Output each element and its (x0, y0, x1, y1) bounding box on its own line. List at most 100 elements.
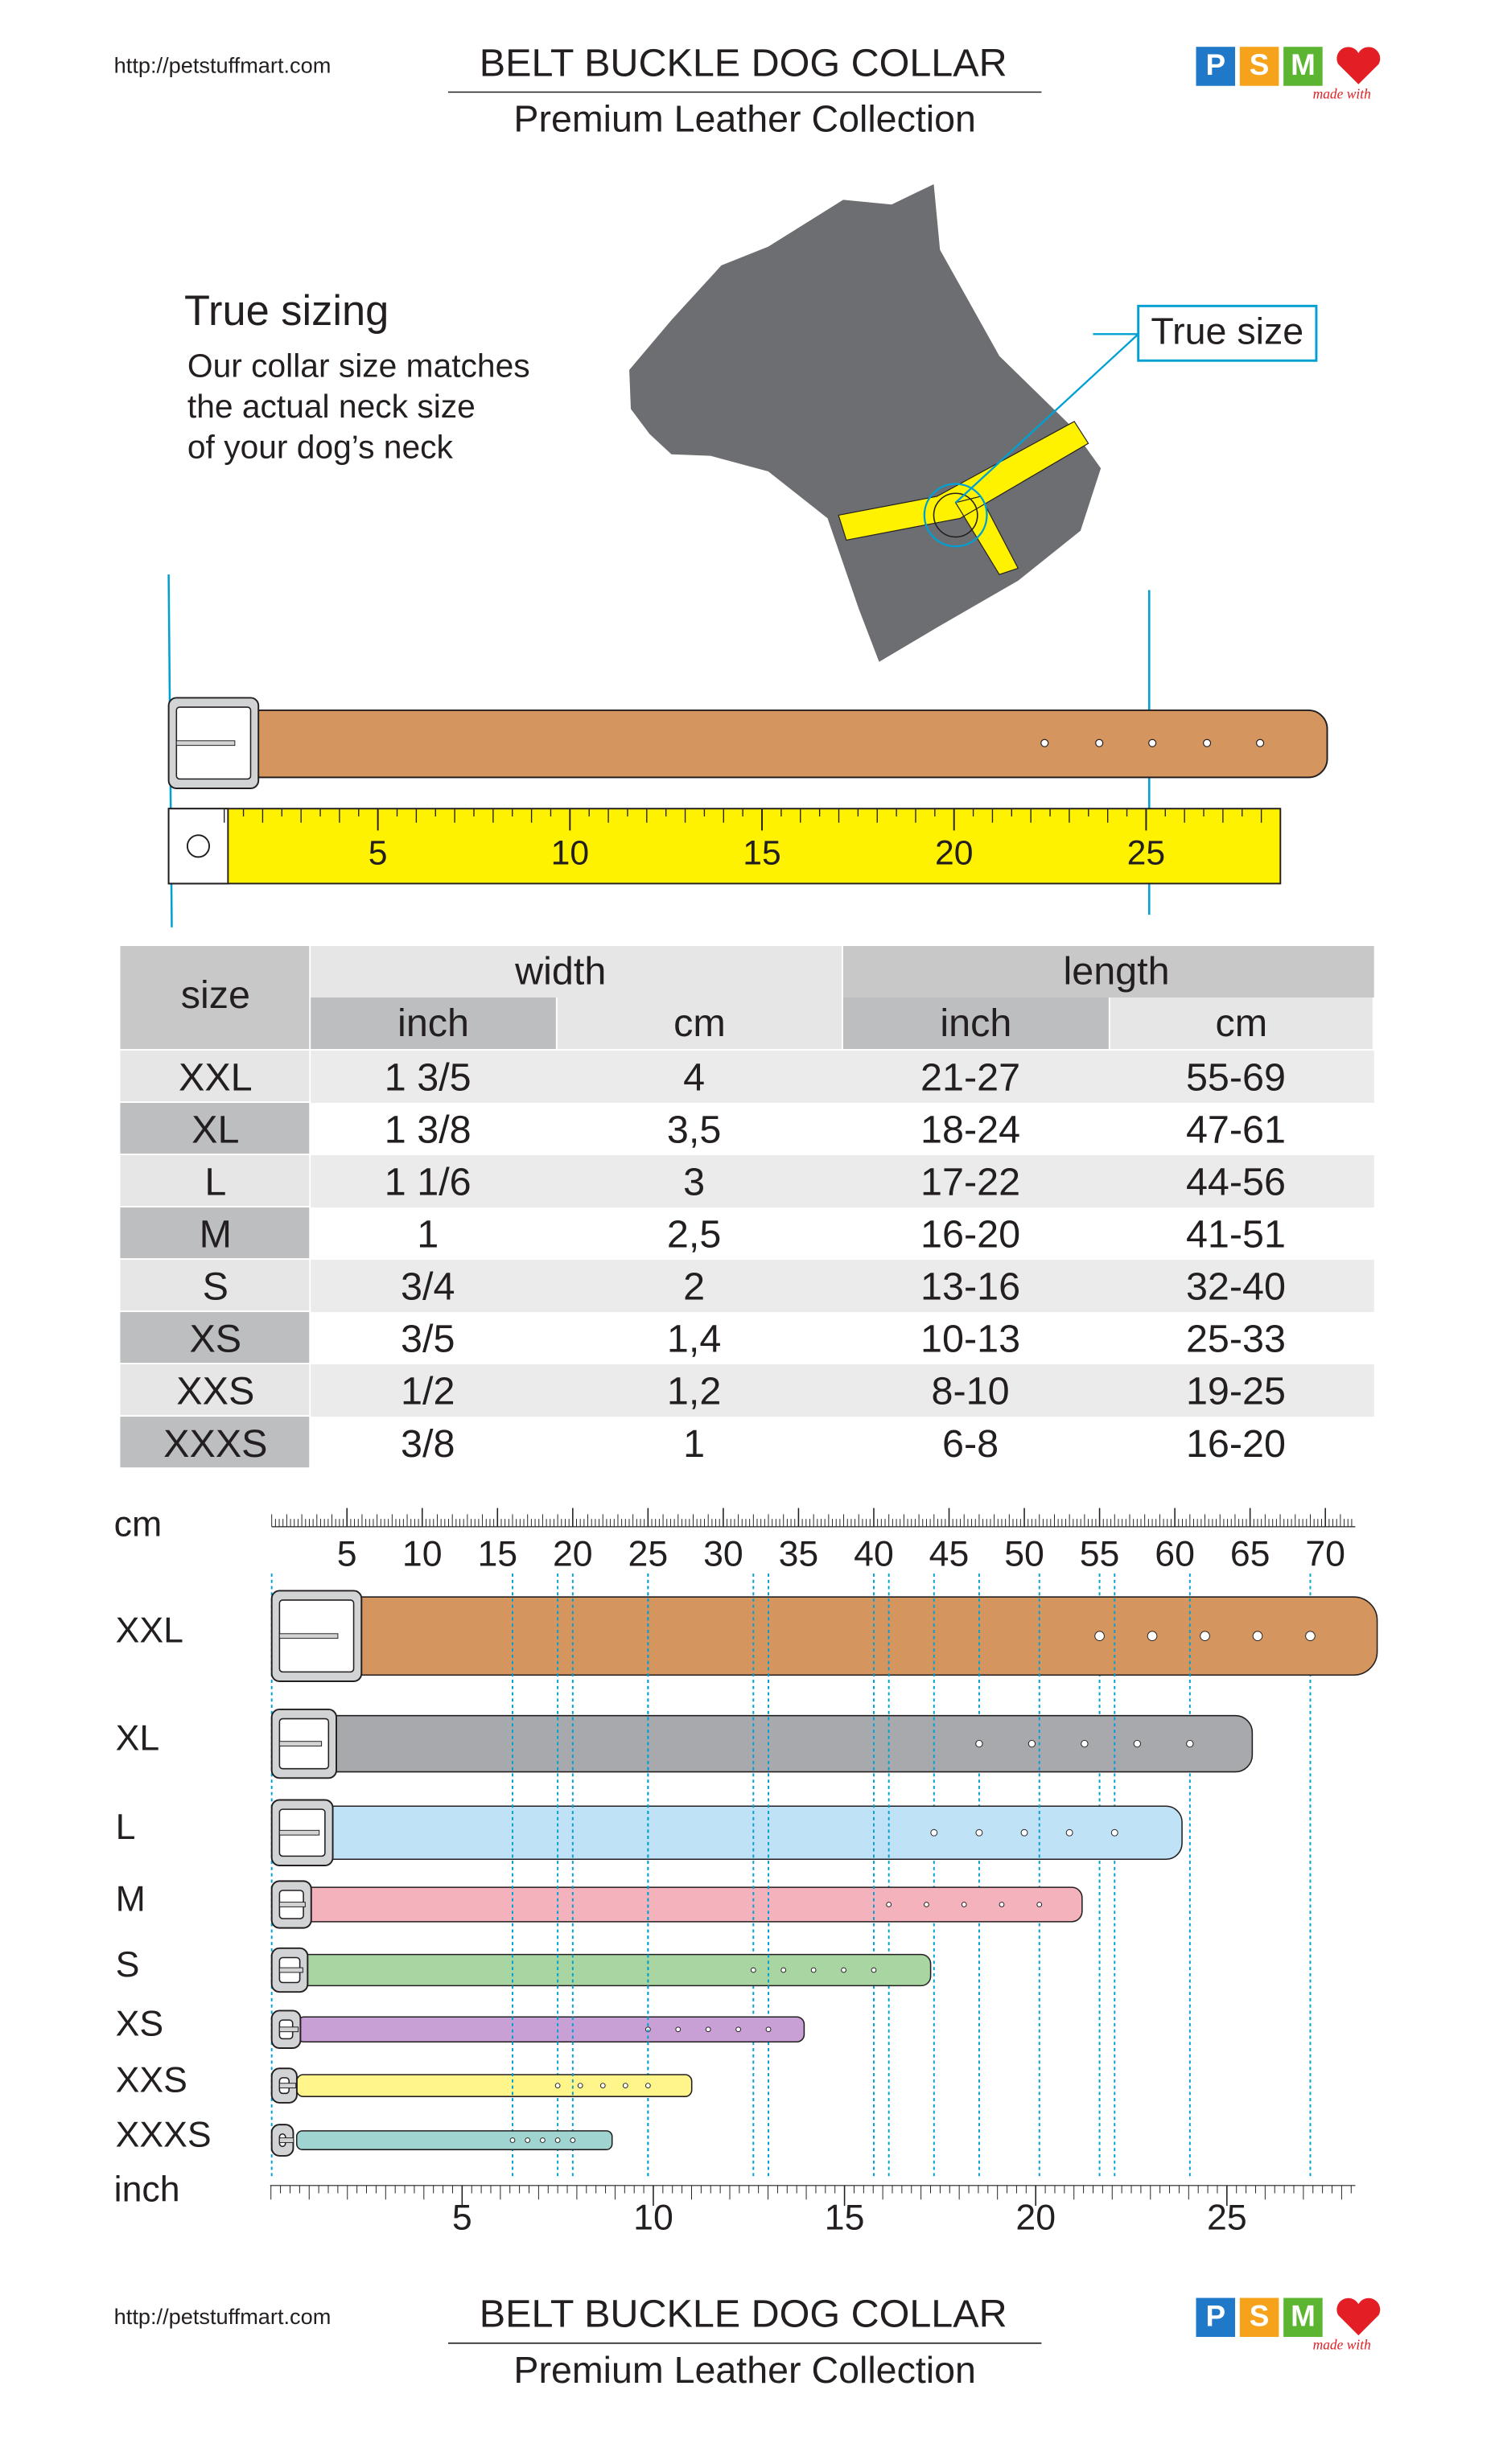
table-cell: 55-69 (1186, 1056, 1286, 1100)
callout-line (954, 333, 1139, 504)
header-text: size (181, 973, 250, 1017)
collar-hole (1305, 1631, 1316, 1642)
logo-letter: S (1250, 2299, 1270, 2332)
header-cell (120, 945, 310, 1050)
cm-tick-label: 5 (337, 1535, 357, 1574)
table-cell: 44-56 (1186, 1161, 1286, 1204)
header-text: width (514, 950, 606, 993)
subheader-cell (1110, 998, 1373, 1050)
table-cell: 41-51 (1186, 1213, 1286, 1257)
logo-letter: M (1291, 48, 1316, 81)
table-cell: 16-20 (920, 1213, 1020, 1257)
table-cell: 3/8 (401, 1422, 455, 1466)
collar-hole (554, 2083, 561, 2089)
collar-hole (1036, 1902, 1043, 1907)
table-cell: 16-20 (1186, 1422, 1286, 1466)
size-table: size width length inch cm inch cm XXL 1 3/5 4 21-2… (120, 945, 1374, 1468)
collar-hole (540, 2137, 546, 2143)
table-cell: 13-16 (920, 1265, 1020, 1309)
collar (295, 2074, 693, 2097)
table-cell: 18-24 (920, 1109, 1020, 1152)
collar-hole (644, 2083, 651, 2089)
collar-hole (1186, 1739, 1194, 1748)
collar-hole (705, 2026, 711, 2033)
collar-hole (599, 2083, 606, 2089)
buckle-prong (278, 1967, 303, 1973)
tape-tick-label: 20 (935, 834, 973, 873)
row-band (311, 1364, 1374, 1417)
size-cell (120, 1207, 310, 1259)
logo-letter: P (1205, 48, 1225, 81)
collar-hole (1256, 738, 1265, 747)
collar-hole (675, 2026, 682, 2033)
collar-hole (570, 2137, 576, 2143)
cm-tick-label: 30 (703, 1535, 743, 1574)
inch-tick-label: 25 (1207, 2198, 1247, 2237)
logo-tagline: made with (1313, 2337, 1371, 2353)
logo-tile (1196, 2297, 1236, 2338)
tape-tick-label: 5 (369, 834, 388, 873)
table-cell: 3/4 (401, 1265, 455, 1309)
size-label: XXXS (116, 2115, 212, 2154)
collar-hole (735, 2026, 742, 2033)
collar-hole (924, 1902, 929, 1907)
cm-tick-label: 65 (1230, 1535, 1270, 1574)
cm-tick-label: 25 (628, 1535, 669, 1574)
table-cell: 1,4 (667, 1318, 721, 1361)
table-cell: 2 (683, 1265, 705, 1309)
tape-tick-label: 15 (743, 834, 780, 873)
size-chart: cm inch 5 10 15 20 25 30 35 40 45 50 55 60 65 70 5 10 15 20… (114, 1505, 1378, 2237)
table-cell: 19-25 (1186, 1370, 1286, 1413)
cm-tick-label: 40 (854, 1535, 894, 1574)
collar-hole (871, 1967, 877, 1973)
size-cell (120, 1103, 310, 1154)
buckle-prong (278, 1902, 306, 1907)
table-cell: 1 3/5 (385, 1056, 472, 1100)
intro-line: of your dog’s neck (187, 429, 454, 466)
table-cell: 10-13 (920, 1318, 1020, 1361)
dog-silhouette (629, 183, 1102, 662)
size-cell (120, 1260, 310, 1311)
logo-heart (1336, 2297, 1381, 2336)
collar-hole (1252, 1631, 1263, 1642)
inch-tick-label: 5 (452, 2198, 472, 2237)
inch-tick-label: 20 (1015, 2198, 1056, 2237)
table-cell: XXXS (163, 1422, 267, 1466)
tape-hole (186, 834, 211, 858)
collar (295, 1596, 1378, 1676)
collar-hole (975, 1828, 983, 1837)
size-cell (120, 1051, 310, 1102)
logo-heart (1336, 47, 1381, 84)
table-cell: 3 (683, 1161, 705, 1204)
size-cell (120, 1417, 310, 1468)
intro-heading: True sizing (184, 288, 389, 335)
subtitle: Premium Leather Collection (513, 98, 976, 140)
cm-tick-label: 20 (553, 1535, 593, 1574)
tape (167, 808, 1282, 885)
cm-tick-label: 45 (929, 1535, 970, 1574)
collar-hole (1040, 738, 1049, 747)
buckle-prong (278, 1829, 320, 1836)
buckle-prong (278, 2083, 297, 2089)
table-cell: 4 (683, 1056, 705, 1100)
logo-tile (1239, 2297, 1279, 2338)
logo-letter: S (1250, 48, 1270, 81)
logo-letter: P (1205, 2299, 1225, 2332)
collar-hole (1095, 738, 1104, 747)
table-cell: 6-8 (942, 1422, 999, 1466)
callout-ring (923, 483, 988, 548)
table-cell: XL (191, 1109, 239, 1152)
title: BELT BUCKLE DOG COLLAR (480, 41, 1007, 84)
table-cell: XXS (176, 1370, 254, 1413)
subheader-cell (842, 998, 1109, 1050)
table-cell: 3,5 (667, 1109, 721, 1152)
collar-hole (780, 1967, 787, 1973)
collar (295, 1805, 1183, 1860)
collar-hole (886, 1902, 892, 1907)
collar-hole (810, 1967, 817, 1973)
logo-letter: M (1291, 2299, 1316, 2332)
subheader-text: inch (397, 1002, 469, 1045)
inch-tick-label: 10 (633, 2198, 673, 2237)
collar (202, 709, 1328, 779)
